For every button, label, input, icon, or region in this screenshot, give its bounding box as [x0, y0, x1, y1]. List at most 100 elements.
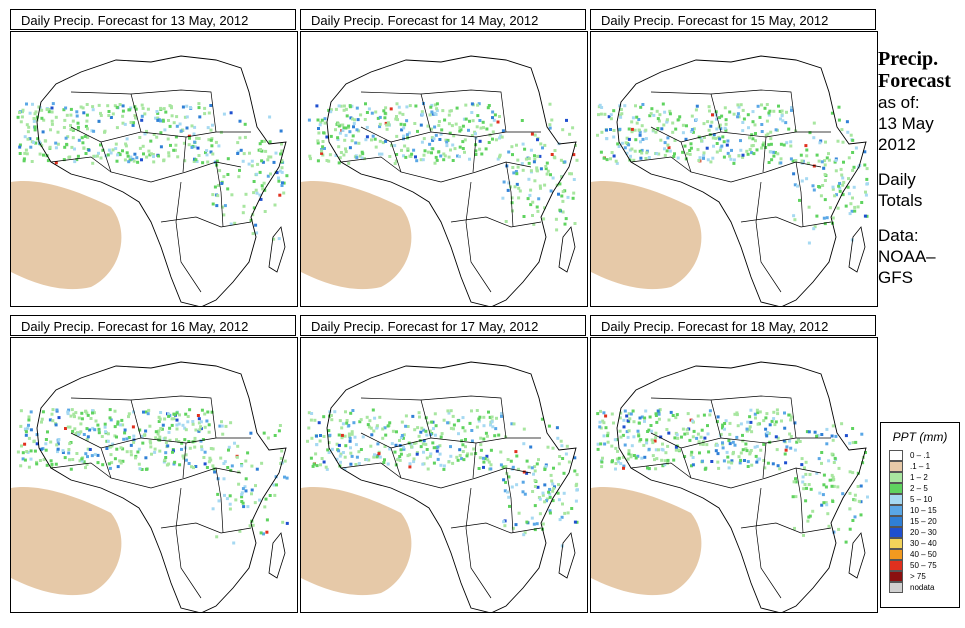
rain-cell	[348, 439, 352, 443]
rain-cell	[153, 450, 157, 454]
rain-cell	[168, 438, 172, 442]
rain-cell	[163, 417, 167, 421]
rain-cell	[114, 147, 118, 151]
rain-cell	[69, 113, 73, 117]
rain-cell	[428, 454, 432, 458]
rain-cell	[190, 465, 193, 469]
rain-cell	[748, 136, 751, 140]
rain-cell	[132, 440, 136, 444]
rain-cell	[229, 222, 233, 226]
rain-cell	[45, 463, 49, 467]
rain-cell	[605, 158, 609, 162]
rain-cell	[732, 112, 736, 116]
legend-item: 20 – 30	[889, 527, 959, 538]
rain-cell	[280, 142, 283, 146]
rain-cell	[259, 531, 263, 535]
rain-cell	[691, 419, 694, 423]
rain-cell	[864, 193, 868, 197]
rain-cell	[185, 115, 189, 119]
rain-cell	[329, 108, 333, 112]
rain-cell	[645, 149, 649, 153]
rain-cell	[750, 430, 754, 434]
rain-cell	[777, 104, 780, 108]
rain-cell	[750, 133, 754, 137]
rain-cell	[475, 409, 479, 412]
rain-cell	[739, 148, 743, 152]
rain-cell	[167, 430, 171, 434]
rain-cell	[827, 152, 830, 156]
rain-cell	[550, 118, 554, 122]
legend-swatch	[889, 472, 903, 483]
rain-cell	[602, 411, 606, 415]
rain-cell	[637, 434, 641, 438]
rain-cell	[229, 421, 233, 425]
rain-cell	[421, 158, 425, 162]
rain-cell	[512, 171, 516, 175]
rain-cell	[103, 422, 107, 426]
rain-cell	[29, 410, 33, 414]
rain-cell	[92, 129, 96, 133]
rain-cell	[707, 105, 711, 109]
country-border	[450, 522, 542, 534]
rain-cell	[278, 193, 282, 197]
rain-cell	[344, 126, 348, 130]
rain-cell	[566, 511, 570, 515]
rain-cell	[49, 128, 52, 132]
rain-cell	[406, 425, 410, 428]
rain-cell	[558, 182, 562, 186]
rain-cell	[458, 145, 462, 149]
rain-cell	[527, 157, 531, 161]
rain-cell	[69, 414, 73, 418]
rain-cell	[256, 162, 260, 166]
rain-cell	[243, 135, 247, 139]
rain-cell	[412, 460, 416, 464]
rain-cell	[384, 106, 388, 110]
rain-cell	[40, 116, 44, 120]
rain-cell	[530, 132, 534, 136]
rain-cell	[280, 149, 284, 153]
rain-cell	[337, 433, 341, 437]
rain-cell	[533, 485, 537, 488]
rain-cell	[728, 432, 732, 436]
rain-cell	[481, 120, 485, 124]
rain-cell	[596, 412, 600, 416]
rain-cell	[643, 455, 647, 459]
rain-cell	[751, 137, 755, 141]
rain-cell	[343, 455, 347, 459]
rain-cell	[568, 172, 572, 176]
rain-cell	[461, 140, 465, 144]
rain-cell	[632, 435, 636, 439]
africa-map	[591, 361, 869, 612]
rain-cell	[702, 156, 705, 160]
rain-cell	[228, 507, 232, 511]
rain-cell	[498, 115, 501, 118]
rain-cell	[136, 450, 140, 454]
rain-cell	[254, 484, 257, 488]
rain-cell	[378, 415, 382, 419]
rain-cell	[689, 453, 693, 457]
rain-cell	[475, 425, 479, 429]
rain-cell	[790, 106, 793, 110]
rain-cell	[640, 148, 644, 152]
rain-cell	[359, 113, 363, 117]
legend-item: nodata	[889, 582, 959, 593]
rain-cell	[561, 128, 565, 132]
rain-cell	[468, 157, 471, 161]
rain-cell	[532, 472, 535, 476]
rain-cell	[140, 158, 143, 162]
rain-cell	[532, 222, 536, 226]
rain-cell	[360, 156, 364, 160]
rain-cell	[665, 428, 669, 431]
rain-cell	[621, 433, 625, 437]
rain-cell	[260, 139, 264, 143]
rain-cell	[19, 424, 23, 428]
rain-cell	[626, 435, 630, 439]
rain-cell	[128, 158, 132, 162]
rain-cell	[695, 104, 699, 108]
rain-cell	[515, 172, 519, 176]
rain-cell	[160, 427, 164, 431]
rain-cell	[512, 422, 516, 426]
rain-cell	[575, 520, 579, 524]
rain-cell	[683, 144, 687, 148]
rain-cell	[309, 157, 312, 161]
